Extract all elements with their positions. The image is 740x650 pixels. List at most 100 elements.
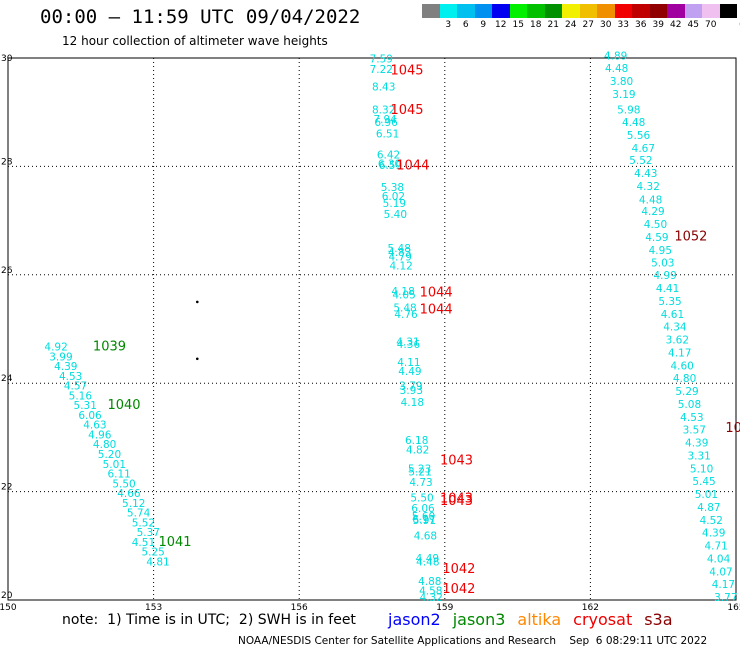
swh-value: 5.35 <box>658 296 681 308</box>
satellite-label-altika: altika <box>517 610 562 629</box>
swh-value: 5.21 <box>408 466 431 478</box>
track-label: 1045 <box>390 63 423 78</box>
legend-color-box <box>474 4 492 18</box>
track-label: 1045 <box>390 103 423 118</box>
swh-value: 3.62 <box>666 335 689 347</box>
note-text: note: 1) Time is in UTC; 2) SWH is in fe… <box>62 612 356 628</box>
swh-value: 4.51 <box>132 537 155 549</box>
swh-value: 4.61 <box>661 309 684 321</box>
swh-value: 6.18 <box>405 435 428 447</box>
legend-color-box <box>562 4 580 18</box>
legend-label: 3 <box>445 20 452 30</box>
legend-label: 24 <box>565 20 577 30</box>
swh-value: 5.03 <box>651 258 674 270</box>
legend-color-box <box>702 4 720 18</box>
swh-value: 4.34 <box>663 322 687 334</box>
legend-color-box <box>719 4 737 18</box>
swh-value: 3.79 <box>399 381 422 393</box>
swh-value: 4.50 <box>644 219 667 231</box>
swh-value: 4.17 <box>712 579 735 591</box>
y-tick-label: 26 <box>1 266 13 276</box>
swh-value: 4.88 <box>418 576 441 588</box>
plot-frame <box>7 57 737 601</box>
swh-value: 4.58 <box>419 586 442 598</box>
legend-color-box <box>422 4 440 18</box>
swh-value: 3.31 <box>687 451 710 463</box>
swh-value: 4.41 <box>656 283 679 295</box>
swh-value: 5.45 <box>692 476 715 488</box>
swh-value: 5.19 <box>383 198 406 210</box>
swh-value: 6.30 <box>378 158 401 170</box>
legend-color-box <box>439 4 457 18</box>
swh-value: 4.73 <box>409 477 432 489</box>
swh-value: 4.99 <box>653 270 676 282</box>
swh-value: 5.01 <box>695 489 718 501</box>
swh-value: 4.71 <box>704 541 727 553</box>
legend-label: 15 <box>512 20 524 30</box>
swh-value: 4.49 <box>416 553 439 565</box>
swh-value: 4.67 <box>632 143 655 155</box>
swh-value: 5.25 <box>141 547 164 559</box>
legend-swatch-7: 21 <box>544 4 562 30</box>
satellite-label-jason2: jason2 <box>388 610 441 629</box>
legend-color-box <box>509 4 527 18</box>
swh-value: 4.81 <box>146 556 169 568</box>
legend-label: 33 <box>617 20 629 30</box>
swh-value: 6.59 <box>379 160 402 172</box>
swh-value: 4.87 <box>697 502 720 514</box>
track-label: 1043 <box>440 454 473 469</box>
swh-value: 5.38 <box>381 182 404 194</box>
legend-color-box <box>579 4 597 18</box>
x-tick-label: 153 <box>145 603 162 613</box>
legend-label: 45 <box>687 20 699 30</box>
swh-value: 5.48 <box>393 303 416 315</box>
swh-value: 3.80 <box>610 76 633 88</box>
swh-value: 5.74 <box>127 508 151 520</box>
satellite-label-cryosat: cryosat <box>573 610 633 629</box>
legend-swatch-13: 39 <box>649 4 667 30</box>
legend-swatch-0 <box>422 4 440 30</box>
y-tick-label: 30 <box>1 54 13 64</box>
track-label: 1039 <box>93 340 126 355</box>
swh-value: 6.51 <box>376 129 399 141</box>
legend-label: 6 <box>462 20 469 30</box>
legend-label: 18 <box>530 20 542 30</box>
swh-value: 4.18 <box>391 286 414 298</box>
swh-value: 4.12 <box>389 260 412 272</box>
swh-value: 4.76 <box>394 309 418 321</box>
y-tick-label: 28 <box>1 157 13 167</box>
legend-swatch-10: 30 <box>597 4 615 30</box>
swh-value: 4.79 <box>389 252 412 264</box>
swh-value: 5.08 <box>678 399 701 411</box>
chart-subtitle: 12 hour collection of altimeter wave hei… <box>62 34 328 48</box>
track-label: 1041 <box>158 535 191 550</box>
page-title: 00:00 – 11:59 UTC 09/04/2022 <box>40 6 361 28</box>
x-tick-label: 162 <box>582 603 599 613</box>
swh-value: 4.48 <box>639 194 662 206</box>
legend-color-box <box>649 4 667 18</box>
swh-value: 5.37 <box>137 527 160 539</box>
legend-label: 30 <box>600 20 612 30</box>
swh-value: 4.07 <box>709 567 732 579</box>
legend-swatch-4: 12 <box>492 4 510 30</box>
legend-swatch-2: 6 <box>457 4 475 30</box>
legend-label: 9 <box>480 20 487 30</box>
swh-value: 4.17 <box>668 348 691 360</box>
legend-label: 27 <box>582 20 594 30</box>
track-label: 1042 <box>442 582 475 597</box>
track-label: 1044 <box>420 302 453 317</box>
swh-value: 5.50 <box>112 478 135 490</box>
swh-value: 4.39 <box>54 361 77 373</box>
swh-value: 4.36 <box>397 339 421 351</box>
swh-value: 5.01 <box>103 459 126 471</box>
legend-label: 21 <box>547 20 559 30</box>
swh-value: 5.10 <box>690 464 713 476</box>
track-label: 1052 <box>674 230 707 245</box>
swh-value: 6.06 <box>411 503 435 515</box>
swh-value: 4.82 <box>406 445 429 457</box>
legend-color-box <box>614 4 632 18</box>
satellite-label-jason3: jason3 <box>452 610 506 629</box>
swh-value: 5.50 <box>410 492 433 504</box>
data-dot <box>195 300 199 304</box>
